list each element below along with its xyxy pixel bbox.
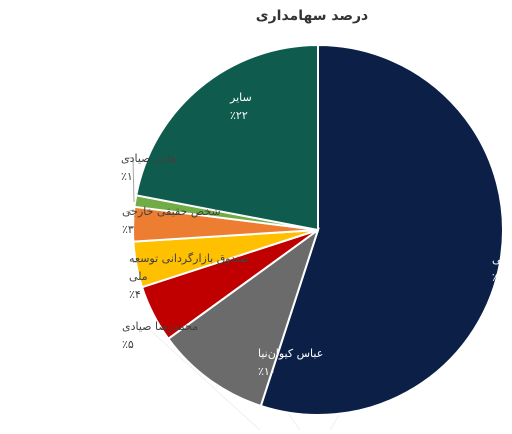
slice-value-label: ٪۱ <box>121 170 133 183</box>
slice-label: سایر ٪۲۲ <box>229 91 252 122</box>
slice-label: عباس کیوان‌نیا ٪۱۰ <box>258 347 323 378</box>
chart-title: درصد سهامداری <box>255 8 369 24</box>
slice-name-label: سایر <box>229 91 252 104</box>
pie-slice[interactable] <box>166 227 320 408</box>
slice-name-label: ملی <box>129 270 148 283</box>
slice-label: صندوق بازارگردانی توسعه ملی ٪۴ <box>129 252 249 301</box>
slice-value-label: ٪۵ <box>122 338 134 351</box>
slice-name-label: صندوق بازارگردانی توسعه <box>129 252 249 265</box>
slice-label: محمدرضا صیادی ٪۵ <box>122 320 198 351</box>
slice-value-label: ٪۳ <box>122 223 134 236</box>
slice-name-label: شخص حقیقی <box>492 253 512 266</box>
slice-label: شخص حقیقی خارجی ٪۳ <box>122 205 221 236</box>
slice-value-label: ٪۵۵ <box>492 271 510 284</box>
background-line <box>149 329 261 431</box>
slice-value-label: ٪۱۰ <box>258 365 276 378</box>
leader-line <box>128 157 135 203</box>
leader-line <box>125 209 135 213</box>
slice-name-label: عباس کیوان‌نیا <box>258 347 323 360</box>
slice-label: هادی صیادی ٪۱ <box>121 152 177 183</box>
pie-slice[interactable] <box>135 43 319 232</box>
slice-value-label: ٪۴ <box>129 288 141 301</box>
slice-value-label: ٪۲۲ <box>230 109 248 122</box>
slice-name-label: هادی صیادی <box>121 152 177 165</box>
pie-slice[interactable] <box>259 43 504 416</box>
slice-name-label: محمدرضا صیادی <box>122 320 198 333</box>
slice-label: شخص حقیقی ٪۵۵ <box>492 253 512 284</box>
slice-name-label: شخص حقیقی خارجی <box>122 205 221 218</box>
